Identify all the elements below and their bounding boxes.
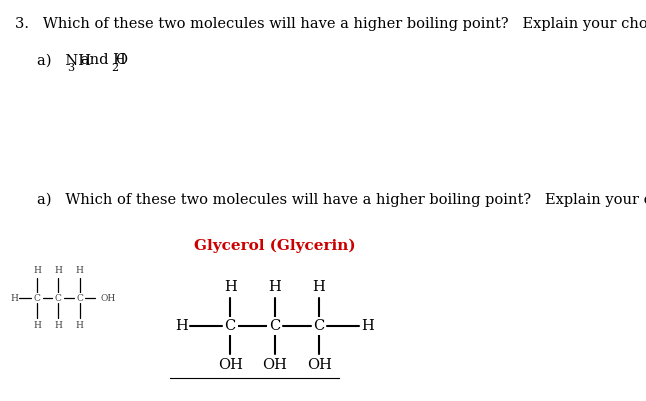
Text: H: H [76, 266, 83, 275]
Text: H: H [76, 321, 83, 330]
Text: C: C [269, 319, 280, 333]
Text: H: H [313, 280, 326, 294]
Text: OH: OH [307, 358, 331, 372]
Text: OH: OH [218, 358, 243, 372]
Text: C: C [55, 294, 62, 303]
Text: and H: and H [67, 53, 126, 67]
Text: C: C [225, 319, 236, 333]
Text: H: H [361, 319, 374, 333]
Text: H: H [10, 294, 18, 303]
Text: H: H [33, 266, 41, 275]
Text: H: H [224, 280, 236, 294]
Text: C: C [76, 294, 83, 303]
Text: C: C [313, 319, 325, 333]
Text: H: H [33, 321, 41, 330]
Text: 3.   Which of these two molecules will have a higher boiling point?   Explain yo: 3. Which of these two molecules will hav… [15, 17, 646, 31]
Text: H: H [54, 266, 62, 275]
Text: 3: 3 [67, 63, 74, 73]
Text: OH: OH [100, 294, 115, 303]
Text: Glycerol (Glycerin): Glycerol (Glycerin) [194, 238, 355, 253]
Text: H: H [268, 280, 281, 294]
Text: C: C [34, 294, 40, 303]
Text: O: O [115, 53, 127, 67]
Text: H: H [54, 321, 62, 330]
Text: a)   Which of these two molecules will have a higher boiling point?   Explain yo: a) Which of these two molecules will hav… [37, 192, 646, 207]
Text: 2: 2 [112, 63, 119, 73]
Text: OH: OH [262, 358, 287, 372]
Text: H: H [175, 319, 188, 333]
Text: a)   NH: a) NH [37, 53, 91, 67]
